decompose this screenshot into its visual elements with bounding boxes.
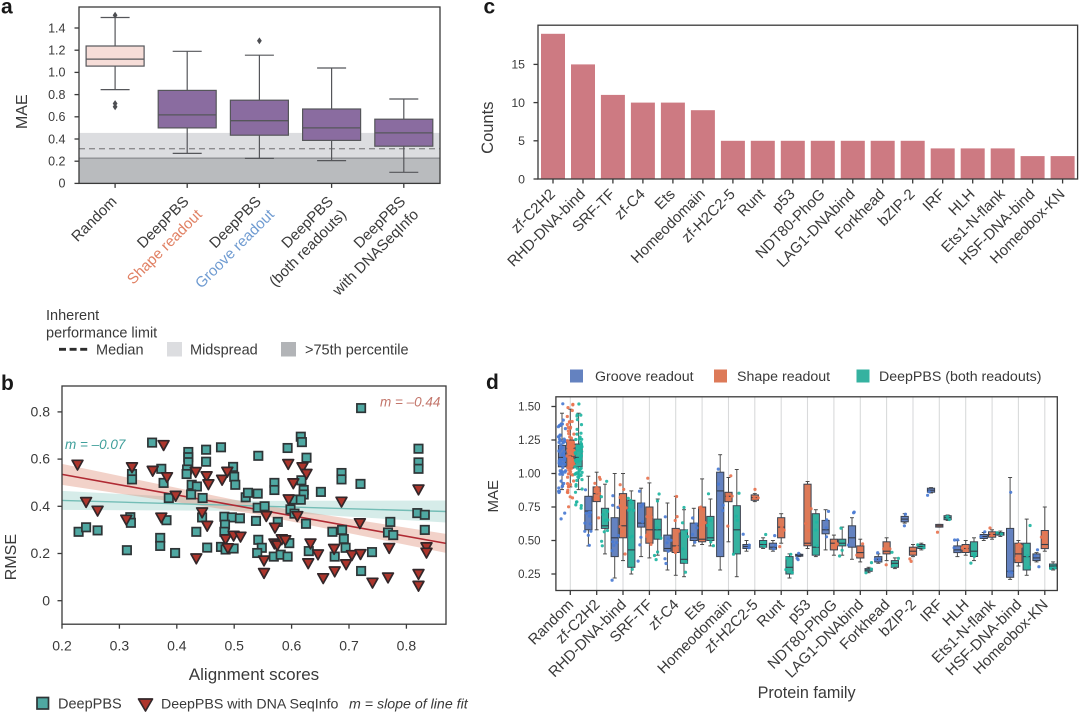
svg-text:0.6: 0.6 — [48, 110, 65, 124]
svg-text:1.2: 1.2 — [48, 44, 65, 58]
svg-text:MAE: MAE — [485, 480, 502, 513]
svg-text:DeepPBS with DNA SeqInfo: DeepPBS with DNA SeqInfo — [161, 697, 339, 713]
svg-text:m = –0.44: m = –0.44 — [380, 395, 440, 410]
svg-text:0.4: 0.4 — [31, 498, 51, 514]
svg-text:Alignment scores: Alignment scores — [189, 665, 319, 684]
svg-text:5: 5 — [518, 134, 525, 148]
svg-text:Counts: Counts — [479, 102, 497, 154]
svg-text:m = slope of line fit: m = slope of line fit — [349, 697, 469, 713]
svg-text:Inherent: Inherent — [46, 308, 99, 324]
svg-text:Midspread: Midspread — [190, 343, 258, 359]
svg-text:d: d — [486, 371, 499, 394]
svg-text:0.7: 0.7 — [339, 638, 359, 654]
svg-text:0.50: 0.50 — [518, 536, 540, 548]
svg-text:0.8: 0.8 — [397, 638, 417, 654]
svg-text:0.2: 0.2 — [48, 155, 65, 169]
svg-text:>75th percentile: >75th percentile — [305, 343, 409, 359]
svg-text:1.25: 1.25 — [518, 435, 540, 447]
svg-text:DeepPBS (both readouts): DeepPBS (both readouts) — [879, 369, 1041, 385]
svg-text:0.25: 0.25 — [518, 569, 540, 581]
svg-text:0.5: 0.5 — [224, 638, 244, 654]
svg-text:0: 0 — [42, 592, 50, 608]
svg-text:10: 10 — [511, 96, 525, 110]
svg-text:1.4: 1.4 — [48, 21, 65, 35]
svg-text:RMSE: RMSE — [3, 534, 20, 580]
svg-text:1.0: 1.0 — [48, 66, 65, 80]
svg-text:0.6: 0.6 — [282, 638, 302, 654]
svg-text:Shape readout: Shape readout — [737, 369, 830, 385]
svg-text:0.3: 0.3 — [110, 638, 130, 654]
svg-text:Groove readout: Groove readout — [595, 369, 694, 385]
svg-text:a: a — [1, 0, 13, 19]
svg-text:0.75: 0.75 — [518, 502, 540, 514]
svg-text:MAE: MAE — [14, 94, 31, 129]
svg-text:1.50: 1.50 — [518, 402, 540, 414]
svg-text:1.00: 1.00 — [518, 469, 540, 481]
svg-text:0.8: 0.8 — [48, 88, 65, 102]
svg-text:Median: Median — [96, 343, 144, 359]
svg-text:0.4: 0.4 — [48, 132, 65, 146]
svg-text:DeepPBS: DeepPBS — [58, 697, 122, 713]
svg-text:0.4: 0.4 — [167, 638, 187, 654]
svg-text:15: 15 — [511, 58, 525, 72]
svg-text:b: b — [1, 372, 14, 395]
svg-text:c: c — [484, 0, 496, 19]
svg-text:0.6: 0.6 — [31, 451, 51, 467]
svg-text:Protein family: Protein family — [758, 684, 857, 702]
svg-text:0.2: 0.2 — [31, 545, 51, 561]
svg-text:performance limit: performance limit — [46, 326, 157, 342]
svg-text:0.2: 0.2 — [52, 638, 72, 654]
svg-text:m = –0.07: m = –0.07 — [65, 437, 126, 452]
svg-text:0: 0 — [59, 177, 66, 191]
svg-text:0.8: 0.8 — [31, 404, 51, 420]
svg-text:0: 0 — [518, 172, 525, 186]
